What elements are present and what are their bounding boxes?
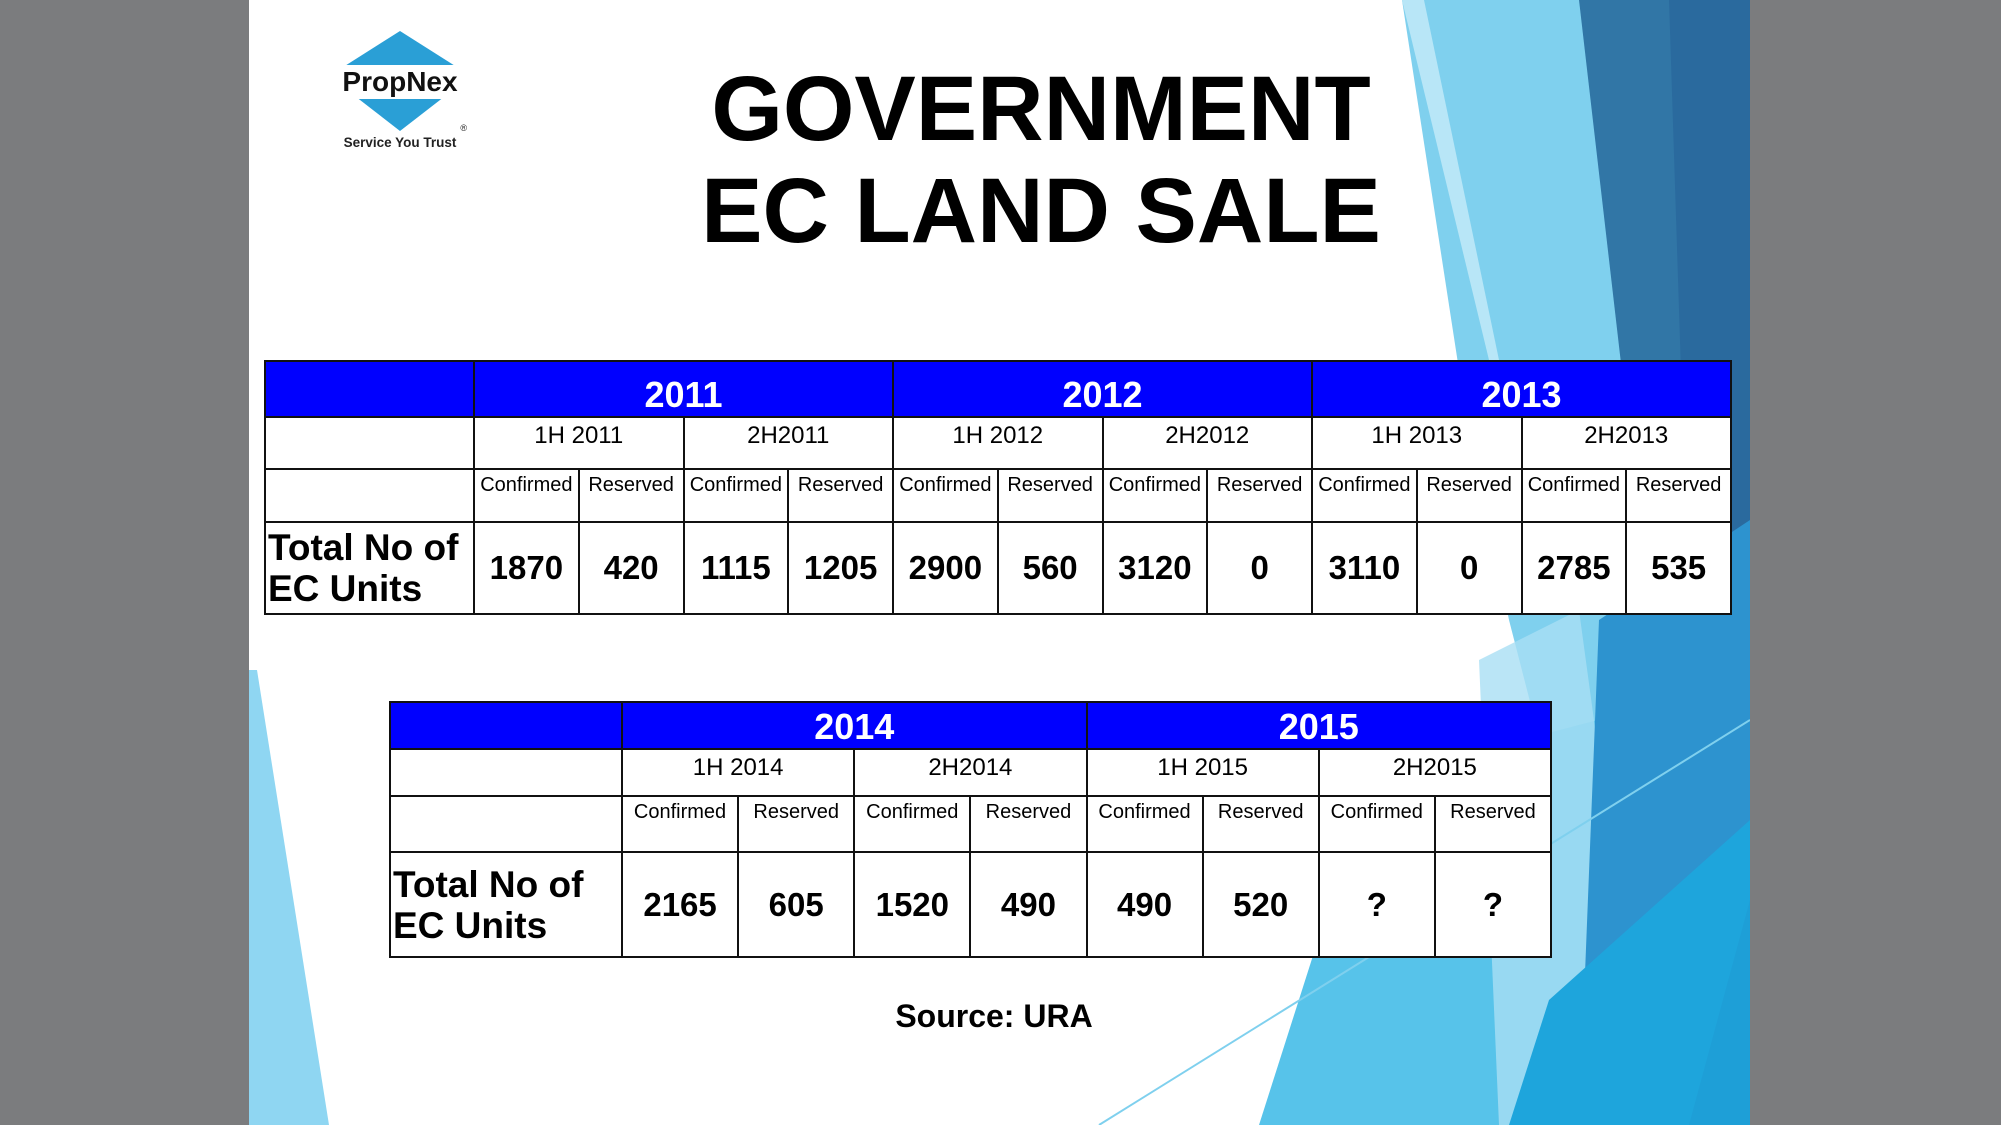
blank-cell — [264, 416, 475, 470]
unit-count-cell: 560 — [996, 521, 1104, 615]
blank-cell — [389, 795, 623, 853]
reserved-header: Reserved — [969, 795, 1088, 853]
reserved-header: Reserved — [1206, 468, 1313, 523]
confirmed-header: Confirmed — [1311, 468, 1418, 523]
unit-count-cell: 1115 — [682, 521, 790, 615]
confirmed-header: Confirmed — [1317, 795, 1436, 853]
unit-count-cell: 420 — [577, 521, 685, 615]
confirmed-header: Confirmed — [892, 468, 999, 523]
year-header: 2011 — [473, 360, 894, 418]
unit-count-cell: ? — [1317, 851, 1436, 958]
unit-count-cell: 2900 — [892, 521, 999, 615]
unit-count-cell: 535 — [1625, 521, 1732, 615]
ec-table-2014-2015: 2014 2015 1H 2014 2H2014 1H 2015 2H2015 Con… — [389, 701, 1553, 958]
confirmed-header: Confirmed — [1085, 795, 1204, 853]
unit-count-cell: 3110 — [1311, 521, 1418, 615]
unit-count-cell: 1870 — [473, 521, 580, 615]
confirmed-header: Confirmed — [620, 795, 740, 853]
year-header: 2013 — [1311, 360, 1732, 418]
title-line-1: GOVERNMENT — [711, 58, 1371, 160]
half-year-header: 2H2014 — [853, 748, 1088, 797]
logo-brand: PropNex — [329, 65, 471, 99]
half-year-header: 1H 2014 — [620, 748, 856, 797]
unit-count-cell: 0 — [1206, 521, 1313, 615]
logo-registered: ® — [460, 123, 467, 133]
unit-count-cell: 1205 — [787, 521, 894, 615]
unit-count-cell: 605 — [737, 851, 856, 958]
confirmed-header: Confirmed — [1520, 468, 1628, 523]
year-header: 2014 — [621, 701, 1088, 750]
propnex-logo: PropNex ® Service You Trust — [329, 31, 471, 153]
unit-count-cell: 1520 — [853, 851, 972, 958]
blank-cell — [264, 468, 475, 523]
reserved-header: Reserved — [1433, 795, 1553, 853]
reserved-header: Reserved — [577, 468, 685, 523]
half-year-header: 1H 2013 — [1311, 416, 1523, 470]
reserved-header: Reserved — [1415, 468, 1523, 523]
logo-tagline: Service You Trust — [343, 135, 457, 150]
slide-title: GOVERNMENT EC LAND SALE — [679, 58, 1403, 262]
reserved-header: Reserved — [787, 468, 894, 523]
unit-count-cell: 2165 — [620, 851, 740, 958]
half-year-header: 2H2013 — [1520, 416, 1732, 470]
slide: PropNex ® Service You Trust GOVERNMENT E… — [249, 0, 1750, 1125]
confirmed-header: Confirmed — [1101, 468, 1209, 523]
unit-count-cell: 520 — [1201, 851, 1320, 958]
year-header: 2015 — [1085, 701, 1552, 750]
half-year-header: 2H2015 — [1317, 748, 1553, 797]
half-year-header: 1H 2015 — [1085, 748, 1320, 797]
blank-cell — [389, 748, 623, 797]
reserved-header: Reserved — [737, 795, 856, 853]
half-year-header: 1H 2011 — [473, 416, 685, 470]
unit-count-cell: ? — [1433, 851, 1553, 958]
row-label: Total No of EC Units — [264, 521, 475, 615]
reserved-header: Reserved — [1201, 795, 1320, 853]
year-header: 2012 — [892, 360, 1313, 418]
unit-count-cell: 2785 — [1520, 521, 1628, 615]
unit-count-cell: 3120 — [1101, 521, 1209, 615]
half-year-header: 1H 2012 — [892, 416, 1104, 470]
confirmed-header: Confirmed — [853, 795, 972, 853]
reserved-header: Reserved — [1625, 468, 1732, 523]
row-label: Total No of EC Units — [389, 851, 623, 958]
half-year-header: 2H2011 — [682, 416, 894, 470]
header-blank — [389, 701, 623, 750]
confirmed-header: Confirmed — [473, 468, 580, 523]
reserved-header: Reserved — [996, 468, 1104, 523]
title-line-2: EC LAND SALE — [701, 160, 1381, 262]
header-blank — [264, 360, 475, 418]
half-year-header: 2H2012 — [1101, 416, 1313, 470]
ec-table-2011-2013: 2011 2012 2013 1H 2011 2H2011 1H 2012 2H201… — [264, 360, 1732, 615]
confirmed-header: Confirmed — [682, 468, 790, 523]
unit-count-cell: 490 — [969, 851, 1088, 958]
unit-count-cell: 0 — [1415, 521, 1523, 615]
source-note: Source: URA — [895, 998, 1093, 1034]
unit-count-cell: 490 — [1085, 851, 1204, 958]
